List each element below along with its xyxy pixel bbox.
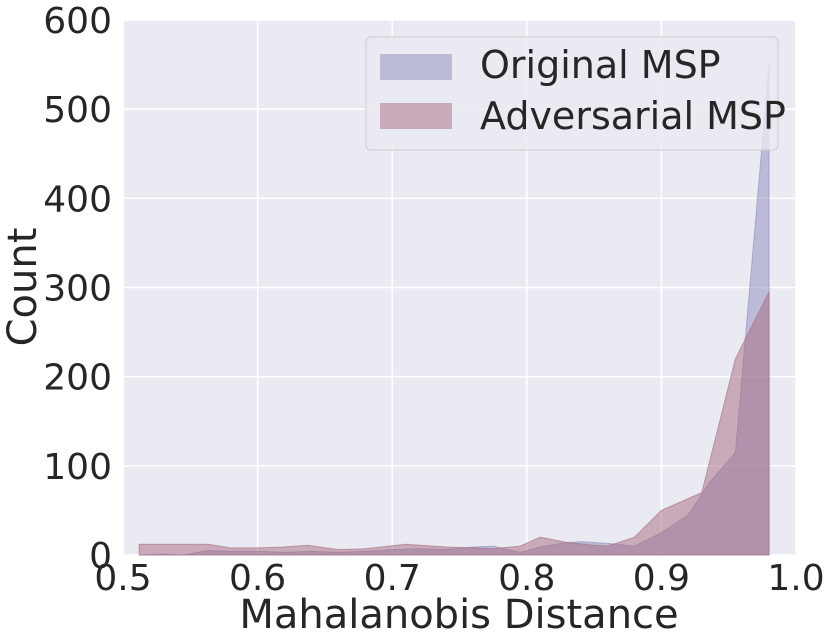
legend: Original MSP Adversarial MSP (365, 36, 786, 151)
legend-swatch-adversarial-msp (380, 103, 452, 129)
series-areas (138, 64, 770, 556)
x-tick-label: 0.8 (498, 558, 555, 599)
x-tick-label: 0.7 (364, 558, 421, 599)
y-tick-label: 0 (89, 536, 112, 577)
x-axis-ticks: 0.5 0.6 0.7 0.8 0.9 1.0 (94, 558, 824, 599)
series-area-adversarial-msp (138, 291, 770, 556)
legend-label-original-msp: Original MSP (480, 43, 721, 87)
x-axis-label: Mahalanobis Distance (239, 592, 678, 638)
legend-label-adversarial-msp: Adversarial MSP (480, 94, 786, 138)
y-tick-label: 300 (43, 269, 112, 310)
x-tick-label: 0.5 (94, 558, 151, 599)
y-axis-label: Count (0, 228, 46, 347)
y-tick-label: 500 (43, 90, 112, 131)
x-tick-label: 0.9 (633, 558, 690, 599)
y-tick-label: 100 (43, 447, 112, 488)
legend-swatch-original-msp (380, 54, 452, 80)
x-tick-label: 0.6 (229, 558, 286, 599)
y-tick-label: 200 (43, 358, 112, 399)
y-tick-label: 400 (43, 179, 112, 220)
x-tick-label: 1.0 (767, 558, 824, 599)
y-axis-ticks: 0 100 200 300 400 500 600 (43, 1, 112, 577)
y-tick-label: 600 (43, 1, 112, 42)
legend-box (365, 36, 779, 151)
